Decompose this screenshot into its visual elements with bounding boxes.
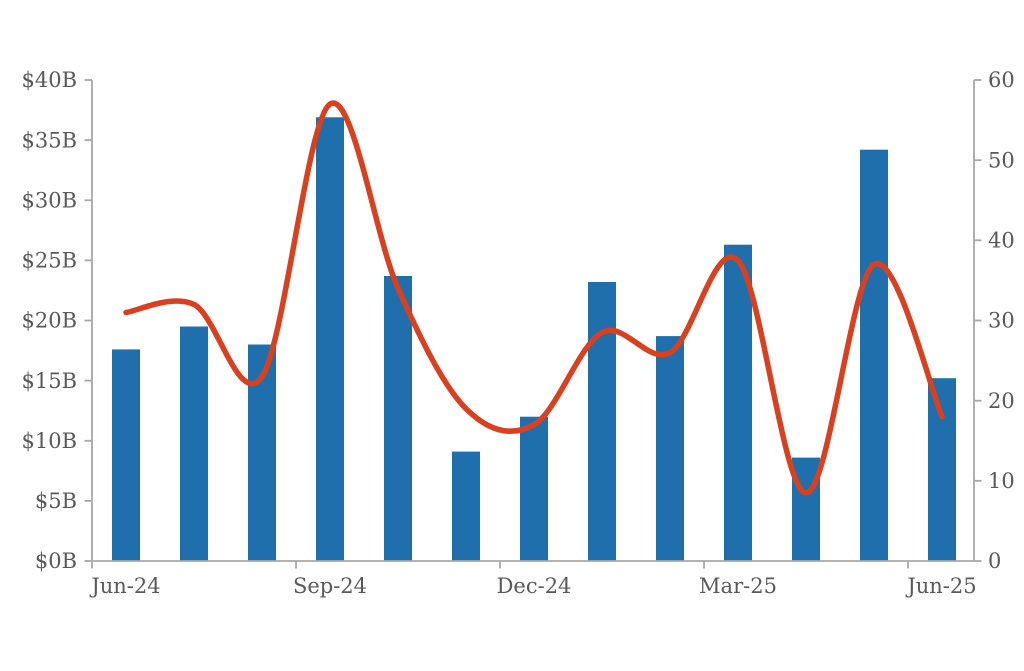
bar-series-group	[112, 117, 956, 562]
x-axis-tick-label: Dec-24	[497, 574, 572, 598]
x-axis-tick-label: Jun-25	[905, 574, 976, 598]
y-axis-left-tick-label: $35B	[21, 128, 77, 152]
y-axis-left-tick-label: $15B	[21, 369, 77, 393]
bar-Jun-25	[928, 378, 956, 561]
y-axis-left-tick-label: $30B	[21, 188, 77, 212]
bar-Sep-24	[316, 117, 344, 562]
x-axis-tick-label: Jun-24	[89, 574, 160, 598]
bar-Nov-24	[452, 451, 480, 561]
bar-Dec-24	[520, 416, 548, 561]
y-axis-left-tick-label: $25B	[21, 249, 77, 273]
bar-Feb-25	[656, 336, 684, 561]
x-axis-tick-label: Mar-25	[699, 574, 777, 598]
y-axis-left-tick-label: $0B	[35, 549, 77, 573]
y-axis-right-tick-label: 20	[988, 389, 1015, 413]
axis-labels-group: $0B $5B $10B $15B $20B $25B $30B $35B $40B 0 10 20 3…	[21, 68, 1014, 598]
bar-Mar-25	[724, 244, 752, 561]
bar-Oct-24	[384, 276, 412, 561]
y-axis-left-tick-label: $10B	[21, 429, 77, 453]
y-axis-right-tick-label: 30	[988, 309, 1015, 333]
y-axis-right-tick-label: 50	[988, 148, 1015, 172]
axes-group	[84, 79, 982, 569]
bar-May-25	[860, 149, 888, 561]
bar-Apr-25	[792, 457, 820, 561]
y-axis-right-tick-label: 10	[988, 469, 1015, 493]
y-axis-right-tick-label: 0	[988, 549, 1001, 573]
y-axis-right-tick-label: 60	[988, 68, 1015, 92]
y-axis-left-tick-label: $40B	[21, 68, 77, 92]
bar-Jul-24	[180, 326, 208, 561]
bar-Jun-24	[112, 349, 140, 561]
y-axis-right-tick-label: 40	[988, 229, 1015, 253]
bar-Jan-25	[588, 282, 616, 561]
y-axis-left-tick-label: $5B	[35, 489, 77, 513]
x-axis-tick-label: Sep-24	[293, 574, 367, 598]
trend-line	[123, 100, 945, 496]
y-axis-left-tick-label: $20B	[21, 309, 77, 333]
